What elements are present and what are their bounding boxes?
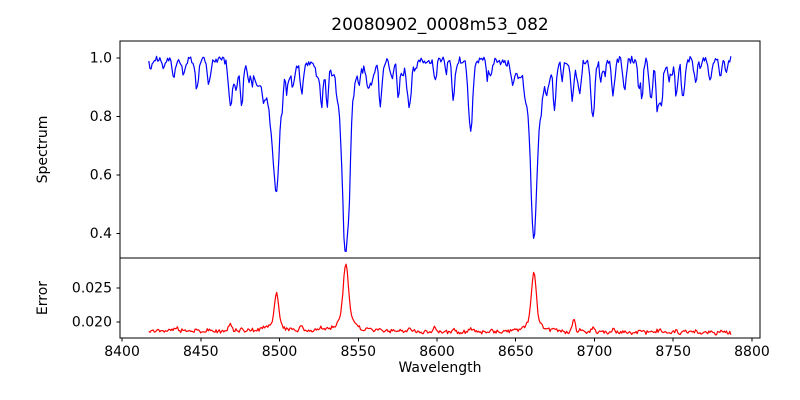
x-tick-label: 8800 [734, 344, 770, 360]
spectrum-y-tick-label: 0.8 [90, 109, 112, 125]
figure-title: 20080902_0008m53_082 [331, 15, 548, 35]
spectrum-line [148, 55, 732, 253]
error-panel-border [119, 257, 761, 339]
x-tick-label: 8450 [183, 344, 219, 360]
error-y-axis-label: Error [35, 281, 51, 315]
spectrum-y-tick-label: 0.6 [90, 167, 112, 183]
x-tick-label: 8650 [498, 344, 534, 360]
error-y-tick-label: 0.020 [72, 315, 112, 331]
x-tick-label: 8400 [104, 344, 140, 360]
x-tick-label: 8700 [577, 344, 613, 360]
spectrum-y-tick-label: 0.4 [90, 226, 112, 242]
x-tick-label: 8600 [419, 344, 455, 360]
error-y-tick-label: 0.025 [72, 280, 112, 296]
spectrum-y-axis-label: Spectrum [35, 116, 51, 184]
tick-layer: 8400 8450 8500 8550 8600 8650 8700 8750 8800 1.0 0… [72, 50, 770, 360]
x-tick-label: 8500 [262, 344, 298, 360]
spectrum-y-tick-label: 1.0 [90, 50, 112, 66]
x-tick-label: 8550 [340, 344, 376, 360]
error-line [148, 263, 732, 336]
x-tick-label: 8750 [655, 344, 691, 360]
x-axis-label: Wavelength [398, 360, 481, 376]
